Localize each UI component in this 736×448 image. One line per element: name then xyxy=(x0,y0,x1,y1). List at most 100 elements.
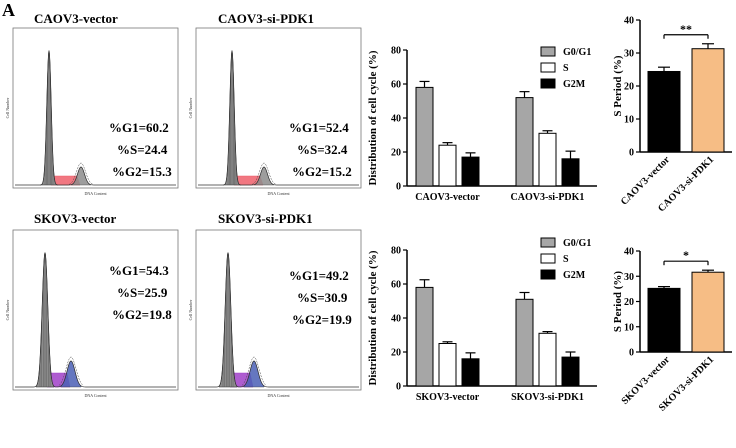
flow-panel: CAOV3-si-PDK1 Cell Number DNA Content %G1=5… xyxy=(188,11,362,196)
histogram-envelope xyxy=(198,252,359,388)
flow-y-label: Cell Number xyxy=(5,97,10,118)
bar-s xyxy=(538,332,557,387)
bar-g2m xyxy=(461,358,480,387)
s-phase-region xyxy=(50,175,81,186)
flow-panel-title: SKOV3-vector xyxy=(34,211,117,226)
bar-g2m xyxy=(561,356,580,387)
legend-swatch xyxy=(540,62,556,73)
category-label: CAOV3-vector xyxy=(415,192,480,203)
legend-label: G0/G1 xyxy=(563,238,591,249)
s-percentage: %S=30.9 xyxy=(297,290,348,305)
y-tick-label: 20 xyxy=(391,148,401,159)
bar-g0g1 xyxy=(415,286,434,387)
cell-cycle-chart: 0 20 40 60 80 Distribution of cell cycle (%) C… xyxy=(367,46,597,203)
histogram-envelope xyxy=(198,50,359,186)
model-fit-curve xyxy=(58,356,84,386)
model-fit-curve xyxy=(68,162,94,185)
y-axis-label: Distribution of cell cycle (%) xyxy=(367,50,379,185)
category-label: SKOV3-si-PDK1 xyxy=(511,392,584,403)
y-tick-label: 10 xyxy=(624,322,634,333)
flow-x-label: DNA Content xyxy=(267,393,290,398)
g1-percentage: %G1=60.2 xyxy=(109,120,169,135)
s-percentage: %S=24.4 xyxy=(117,142,168,157)
g1-percentage: %G1=49.2 xyxy=(289,268,349,283)
y-tick-label: 40 xyxy=(391,314,401,325)
flow-panel: SKOV3-vector Cell Number DNA Content %G1=54… xyxy=(5,211,179,398)
legend-label: S xyxy=(563,63,569,74)
y-tick-label: 40 xyxy=(391,114,401,125)
bar-g2m xyxy=(561,158,580,187)
y-tick-label: 0 xyxy=(396,182,401,193)
g1-percentage: %G1=54.3 xyxy=(109,263,169,278)
y-tick-label: 20 xyxy=(624,82,634,93)
flow-plot-frame xyxy=(12,27,179,189)
y-tick-label: 40 xyxy=(624,247,634,258)
bar-s xyxy=(438,343,457,387)
g1-percentage: %G1=52.4 xyxy=(289,120,349,135)
panel-letter: A xyxy=(2,0,15,20)
legend-swatch xyxy=(540,253,556,264)
s-percentage: %S=32.4 xyxy=(297,142,348,157)
legend-swatch xyxy=(540,237,556,248)
s-phase-region xyxy=(233,175,264,186)
y-tick-label: 60 xyxy=(391,280,401,291)
y-tick-label: 0 xyxy=(396,382,401,393)
y-tick-label: 0 xyxy=(629,348,634,359)
y-axis-label: S Period (%) xyxy=(612,55,624,116)
y-tick-label: 40 xyxy=(624,16,634,27)
category-label: SKOV3-vector xyxy=(416,392,480,403)
y-axis-label: S Period (%) xyxy=(612,271,624,332)
flow-panel-title: CAOV3-vector xyxy=(34,11,118,26)
flow-y-label: Cell Number xyxy=(188,97,193,118)
flow-panel: CAOV3-vector Cell Number DNA Content %G1=60… xyxy=(5,11,179,196)
significance-label: * xyxy=(683,248,689,262)
model-fit-curve xyxy=(251,162,277,185)
flow-panel-title: CAOV3-si-PDK1 xyxy=(218,11,314,26)
flow-x-label: DNA Content xyxy=(84,191,107,196)
y-tick-label: 80 xyxy=(391,246,401,257)
legend-label: G2M xyxy=(563,270,586,281)
bar-g0g1 xyxy=(515,97,534,187)
flow-x-label: DNA Content xyxy=(267,191,290,196)
legend-label: G0/G1 xyxy=(563,47,591,58)
flow-plot-frame xyxy=(195,27,362,189)
bar-si-pdk1 xyxy=(691,48,725,153)
s-percentage: %S=25.9 xyxy=(117,285,168,300)
y-tick-label: 30 xyxy=(624,272,634,283)
model-fit-curve xyxy=(241,356,267,386)
flow-y-label: Cell Number xyxy=(188,299,193,320)
flow-panel: SKOV3-si-PDK1 Cell Number DNA Content %G1=4… xyxy=(188,211,362,398)
histogram-envelope xyxy=(15,252,176,388)
bar-g0g1 xyxy=(515,298,534,387)
y-tick-label: 20 xyxy=(391,348,401,359)
y-tick-label: 30 xyxy=(624,49,634,60)
bar-si-pdk1 xyxy=(691,271,725,353)
g2-percentage: %G2=19.9 xyxy=(292,312,352,327)
bar-vector xyxy=(647,287,681,353)
category-label: CAOV3-si-PDK1 xyxy=(511,192,585,203)
legend-swatch xyxy=(540,78,556,89)
bar-g0g1 xyxy=(415,86,434,187)
y-tick-label: 60 xyxy=(391,80,401,91)
flow-plot-frame xyxy=(12,229,179,391)
bar-g2m xyxy=(461,156,480,187)
g2-percentage: %G2=15.2 xyxy=(292,164,352,179)
bar-vector xyxy=(647,70,681,153)
y-tick-label: 20 xyxy=(624,297,634,308)
flow-y-label: Cell Number xyxy=(5,299,10,320)
g2-percentage: %G2=19.8 xyxy=(112,307,172,322)
legend-swatch xyxy=(540,46,556,57)
y-tick-label: 0 xyxy=(629,148,634,159)
y-tick-label: 80 xyxy=(391,46,401,57)
y-tick-label: 10 xyxy=(624,115,634,126)
legend-swatch xyxy=(540,269,556,280)
y-axis-label: Distribution of cell cycle (%) xyxy=(367,250,379,385)
bar-s xyxy=(438,144,457,187)
flow-x-label: DNA Content xyxy=(84,393,107,398)
flow-plot-frame xyxy=(195,229,362,391)
cell-cycle-chart: 0 20 40 60 80 Distribution of cell cycle (%) S… xyxy=(367,237,597,403)
legend-label: S xyxy=(563,254,569,265)
